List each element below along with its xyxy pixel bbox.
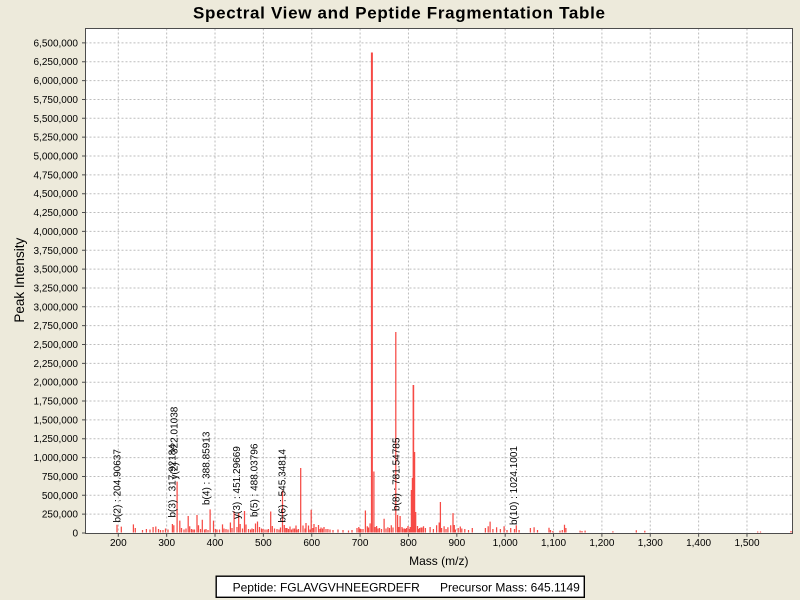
- svg-text:1,100: 1,100: [541, 538, 566, 549]
- svg-text:500: 500: [255, 538, 272, 549]
- svg-text:5,750,000: 5,750,000: [34, 95, 79, 106]
- svg-text:1,200: 1,200: [589, 538, 614, 549]
- svg-text:3,500,000: 3,500,000: [34, 265, 79, 276]
- svg-text:750,000: 750,000: [42, 472, 79, 483]
- svg-text:300: 300: [158, 538, 175, 549]
- svg-text:b(3) : 317.92184: b(3) : 317.92184: [167, 444, 178, 518]
- svg-text:4,000,000: 4,000,000: [34, 227, 79, 238]
- svg-text:5,250,000: 5,250,000: [34, 133, 79, 144]
- svg-text:6,000,000: 6,000,000: [34, 76, 79, 87]
- svg-text:3,000,000: 3,000,000: [34, 302, 79, 313]
- svg-text:Peptide: FGLAVGVHNEEGRDEFR: Peptide: FGLAVGVHNEEGRDEFR: [233, 581, 421, 595]
- svg-text:1,400: 1,400: [686, 538, 711, 549]
- svg-text:y(2) : 322.01038: y(2) : 322.01038: [169, 406, 180, 479]
- svg-text:4,750,000: 4,750,000: [34, 170, 79, 181]
- svg-text:200: 200: [110, 538, 127, 549]
- svg-text:5,000,000: 5,000,000: [34, 152, 79, 163]
- svg-text:1,300: 1,300: [638, 538, 663, 549]
- svg-text:800: 800: [400, 538, 417, 549]
- svg-text:Mass (m/z): Mass (m/z): [409, 554, 468, 568]
- svg-text:Precursor Mass: 645.1149: Precursor Mass: 645.1149: [440, 581, 580, 595]
- svg-text:1,750,000: 1,750,000: [34, 397, 79, 408]
- svg-text:6,250,000: 6,250,000: [34, 57, 79, 68]
- svg-text:2,250,000: 2,250,000: [34, 359, 79, 370]
- svg-text:2,750,000: 2,750,000: [34, 321, 79, 332]
- svg-text:1,250,000: 1,250,000: [34, 434, 79, 445]
- svg-text:3,750,000: 3,750,000: [34, 246, 79, 257]
- svg-text:1,000,000: 1,000,000: [34, 453, 79, 464]
- svg-text:b(8) : 781.54785: b(8) : 781.54785: [392, 437, 403, 511]
- svg-text:400: 400: [207, 538, 224, 549]
- svg-text:4,500,000: 4,500,000: [34, 189, 79, 200]
- svg-text:1,500: 1,500: [734, 538, 759, 549]
- svg-text:3,250,000: 3,250,000: [34, 283, 79, 294]
- svg-text:b(10) : 1024.1001: b(10) : 1024.1001: [509, 446, 520, 525]
- svg-text:b(6) : 545.34814: b(6) : 545.34814: [277, 449, 288, 523]
- svg-text:5,500,000: 5,500,000: [34, 114, 79, 125]
- svg-text:y(3) : 451.29669: y(3) : 451.29669: [232, 446, 243, 519]
- svg-text:1,500,000: 1,500,000: [34, 415, 79, 426]
- svg-text:250,000: 250,000: [42, 510, 79, 521]
- svg-text:4,250,000: 4,250,000: [34, 208, 79, 219]
- svg-text:b(5) : 488.03796: b(5) : 488.03796: [250, 443, 261, 517]
- svg-text:Peak Intensity: Peak Intensity: [12, 238, 27, 323]
- svg-text:700: 700: [352, 538, 369, 549]
- svg-text:2,000,000: 2,000,000: [34, 378, 79, 389]
- svg-text:Spectral View and Peptide Frag: Spectral View and Peptide Fragmentation …: [193, 3, 605, 22]
- svg-text:1,000: 1,000: [493, 538, 518, 549]
- svg-text:500,000: 500,000: [42, 491, 79, 502]
- svg-text:900: 900: [448, 538, 465, 549]
- svg-text:b(4) : 388.85913: b(4) : 388.85913: [202, 431, 213, 505]
- svg-text:2,500,000: 2,500,000: [34, 340, 79, 351]
- svg-text:b(2) : 204.90637: b(2) : 204.90637: [113, 449, 124, 523]
- svg-text:600: 600: [303, 538, 320, 549]
- svg-text:0: 0: [72, 529, 78, 540]
- svg-text:6,500,000: 6,500,000: [34, 38, 79, 49]
